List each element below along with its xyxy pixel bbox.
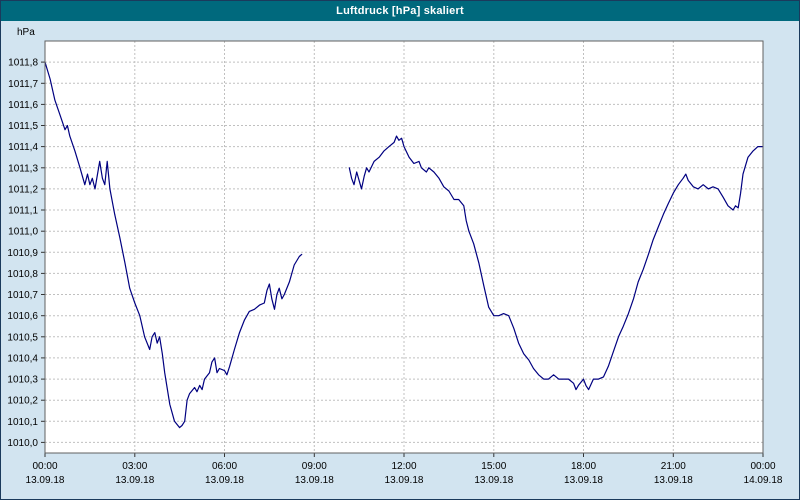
svg-text:1011,2: 1011,2 <box>8 184 38 195</box>
svg-text:1010,9: 1010,9 <box>7 248 38 259</box>
x-tick-date: 13.09.18 <box>115 475 154 486</box>
x-tick-time: 03:00 <box>122 461 147 472</box>
x-tick-time: 06:00 <box>212 461 237 472</box>
svg-text:1010,0: 1010,0 <box>7 438 38 449</box>
x-tick-time: 00:00 <box>32 461 57 472</box>
x-tick-date: 13.09.18 <box>26 475 65 486</box>
x-tick-time: 21:00 <box>661 461 686 472</box>
svg-text:1011,5: 1011,5 <box>8 121 38 132</box>
svg-text:1011,7: 1011,7 <box>8 79 38 90</box>
x-tick-time: 09:00 <box>302 461 327 472</box>
svg-text:1010,8: 1010,8 <box>7 269 38 280</box>
svg-text:1010,6: 1010,6 <box>7 311 38 322</box>
svg-text:1011,6: 1011,6 <box>8 100 38 111</box>
plot-border <box>44 40 764 454</box>
svg-text:1010,7: 1010,7 <box>7 290 38 301</box>
svg-text:1011,3: 1011,3 <box>8 163 38 174</box>
grid-lines <box>45 41 763 453</box>
x-tick-time: 12:00 <box>391 461 416 472</box>
svg-text:1011,0: 1011,0 <box>8 227 38 238</box>
svg-text:1010,2: 1010,2 <box>7 396 38 407</box>
pressure-line <box>44 61 764 429</box>
x-tick-time: 00:00 <box>750 461 775 472</box>
y-axis-labels: 1011,8 1011,7 1011,6 1011,5 1011,4 1011,3 1011… <box>7 58 38 449</box>
svg-text:1011,8: 1011,8 <box>8 58 38 69</box>
x-tick-date: 13.09.18 <box>385 475 424 486</box>
svg-text:1010,3: 1010,3 <box>7 375 38 386</box>
x-tick-date: 14.09.18 <box>744 475 783 486</box>
x-tick-time: 15:00 <box>481 461 506 472</box>
x-tick-date: 13.09.18 <box>564 475 603 486</box>
x-tick-date: 13.09.18 <box>205 475 244 486</box>
x-tick-date: 13.09.18 <box>474 475 513 486</box>
x-tick-time: 18:00 <box>571 461 596 472</box>
axis-ticks <box>41 61 764 457</box>
svg-text:1010,1: 1010,1 <box>7 417 38 428</box>
chart-area: 1011,8 1011,7 1011,6 1011,5 1011,4 1011,3 1011… <box>1 21 799 499</box>
x-tick-date: 13.09.18 <box>654 475 693 486</box>
svg-text:1010,5: 1010,5 <box>7 332 38 343</box>
svg-text:1011,1: 1011,1 <box>8 206 38 217</box>
svg-text:1011,4: 1011,4 <box>8 142 38 153</box>
x-tick-date: 13.09.18 <box>295 475 334 486</box>
y-axis-unit-label: hPa <box>17 27 35 38</box>
window-title: Luftdruck [hPa] skaliert <box>336 5 464 17</box>
title-bar: Luftdruck [hPa] skaliert <box>1 1 799 21</box>
svg-text:1010,4: 1010,4 <box>7 353 38 364</box>
x-axis-labels: 00:00 13.09.18 03:00 13.09.18 06:00 13.09.18 0… <box>26 461 783 486</box>
chart-canvas: 1011,8 1011,7 1011,6 1011,5 1011,4 1011,3 1011… <box>7 27 783 486</box>
